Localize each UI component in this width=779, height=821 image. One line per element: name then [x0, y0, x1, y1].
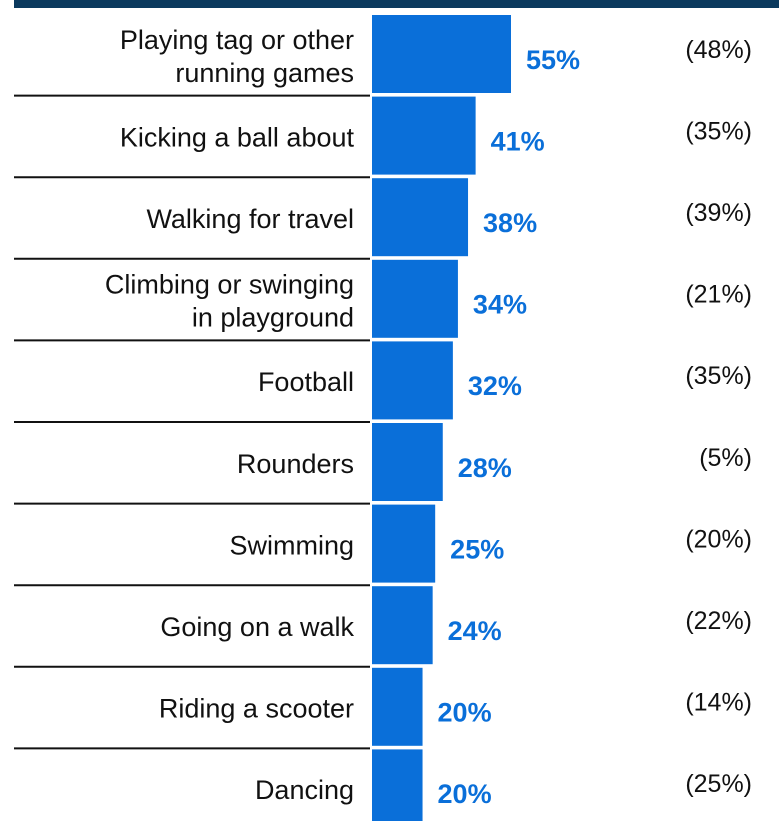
bar-7: [372, 586, 433, 665]
category-label-9: Dancing: [255, 775, 354, 805]
category-label-3: Climbing or swinging in playground: [105, 270, 354, 333]
value-label-4: 32%: [468, 371, 522, 401]
value-label-0: 55%: [526, 45, 580, 75]
comparison-label-1: (35%): [685, 117, 752, 145]
comparison-label-4: (35%): [685, 362, 752, 390]
value-label-7: 24%: [448, 616, 502, 646]
bar-8: [372, 667, 423, 746]
category-label-8: Riding a scooter: [159, 694, 354, 724]
bar-2: [372, 178, 469, 257]
value-label-1: 41%: [491, 126, 545, 156]
value-label-6: 25%: [450, 534, 504, 564]
comparison-label-0: (48%): [685, 36, 752, 64]
value-label-9: 20%: [438, 779, 492, 809]
value-label-8: 20%: [438, 698, 492, 728]
chart-rows: Playing tag or other running games 55% (48%…: [14, 15, 752, 821]
bar-1: [372, 96, 476, 175]
top-rule: [14, 0, 779, 8]
comparison-label-9: (25%): [685, 770, 752, 798]
bar-4: [372, 341, 453, 420]
category-label-1: Kicking a ball about: [120, 122, 355, 152]
comparison-label-6: (20%): [685, 525, 752, 553]
comparison-label-8: (14%): [685, 689, 752, 717]
value-label-2: 38%: [483, 208, 537, 238]
bar-5: [372, 423, 443, 501]
comparison-label-3: (21%): [685, 281, 752, 309]
bar-3: [372, 259, 458, 338]
category-label-5: Rounders: [237, 449, 354, 479]
bar-6: [372, 504, 436, 583]
category-label-2: Walking for travel: [146, 204, 354, 234]
value-label-5: 28%: [458, 453, 512, 483]
category-label-0: Playing tag or other running games: [120, 25, 354, 88]
bar-9: [372, 749, 423, 821]
category-label-6: Swimming: [229, 530, 354, 560]
category-label-4: Football: [258, 367, 354, 397]
value-label-3: 34%: [473, 290, 527, 320]
comparison-label-5: (5%): [699, 444, 752, 472]
category-label-7: Going on a walk: [160, 612, 354, 642]
comparison-label-2: (39%): [685, 199, 752, 227]
bar-0: [372, 15, 511, 93]
comparison-label-7: (22%): [685, 607, 752, 635]
